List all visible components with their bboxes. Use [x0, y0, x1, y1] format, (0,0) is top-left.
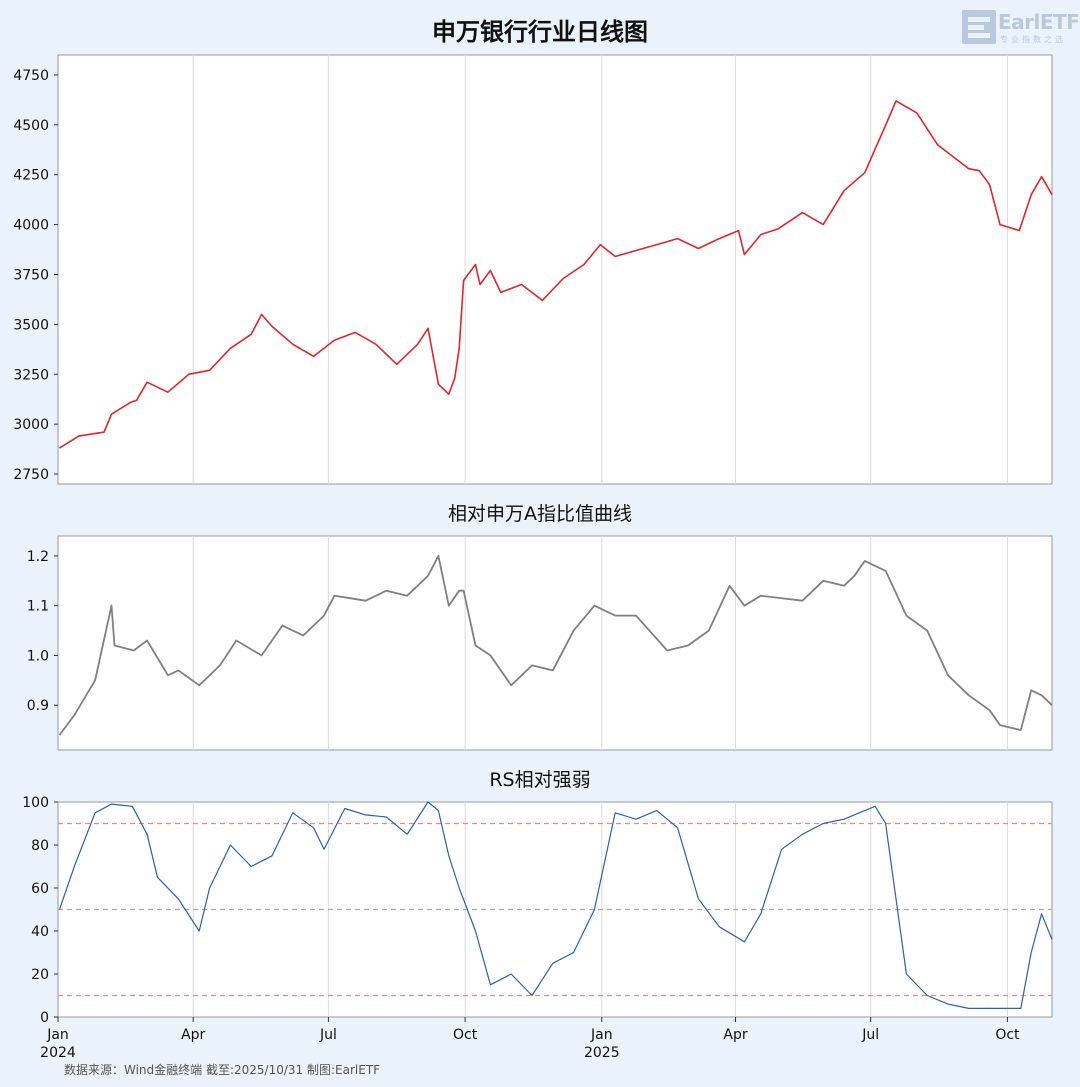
ratio-panel: 0.9 1.0 1.1 1.2	[27, 535, 1053, 751]
xtick-label: Jan	[590, 1027, 613, 1043]
ratio-plot-area	[57, 535, 1053, 751]
price-ytick-label: 3750	[13, 267, 49, 283]
price-ytick-label: 4250	[13, 168, 49, 184]
rs-ytick-label: 20	[31, 967, 49, 983]
xtick-label: Jul	[861, 1027, 879, 1043]
ratio-ytick-label: 1.0	[27, 648, 49, 664]
xtick-label: Jul	[319, 1027, 337, 1043]
ratio-chart-title: 相对申万A指比值曲线	[448, 503, 632, 525]
rs-chart-title: RS相对强弱	[489, 769, 591, 791]
ratio-ytick-label: 0.9	[27, 698, 49, 714]
rs-ytick-label: 100	[22, 795, 49, 811]
xtick-label: Jan	[46, 1027, 69, 1043]
ratio-ytick-label: 1.1	[27, 599, 49, 615]
xtick-year-label: 2025	[584, 1045, 620, 1061]
data-source-note: 数据来源：Wind金融终端 截至:2025/10/31 制图:EarlETF	[64, 1063, 381, 1077]
xtick-label: Apr	[181, 1027, 205, 1043]
price-ytick-label: 3250	[13, 367, 49, 383]
xtick-label: Oct	[453, 1027, 478, 1043]
price-ytick-label: 4500	[13, 118, 49, 134]
logo-text: EarlETF	[998, 10, 1080, 34]
ratio-series-line	[58, 555, 1053, 736]
logo-mark-icon	[962, 10, 996, 44]
main-chart-title: 申万银行行业日线图	[432, 18, 648, 46]
price-ytick-label: 4750	[13, 68, 49, 84]
price-ytick-label: 4000	[13, 218, 49, 234]
rs-ytick-label: 0	[40, 1010, 49, 1026]
rs-panel: 0 20 40 60 80 100 Jan 2024 Apr Jul Oct Jan 2025 Apr Ju…	[22, 795, 1053, 1061]
ratio-ytick-label: 1.2	[27, 549, 49, 565]
logo-subtitle: 专业指数之选	[1000, 35, 1066, 44]
xtick-label: Apr	[723, 1027, 747, 1043]
earletf-logo: EarlETF 专业指数之选	[962, 10, 1080, 44]
rs-ytick-label: 60	[31, 881, 49, 897]
price-plot-area	[57, 54, 1053, 485]
rs-ytick-label: 40	[31, 924, 49, 940]
price-ytick-label: 3500	[13, 317, 49, 333]
rs-series-line	[58, 801, 1053, 1010]
rs-ytick-label: 80	[31, 838, 49, 854]
xtick-year-label: 2024	[40, 1045, 76, 1061]
xtick-label: Oct	[995, 1027, 1020, 1043]
price-ytick-label: 2750	[13, 467, 49, 483]
price-panel: 2750 3000 3250 3500 3750 4000 4250 4500 4750	[13, 54, 1053, 485]
price-ytick-label: 3000	[13, 417, 49, 433]
price-series-line	[59, 100, 1053, 449]
